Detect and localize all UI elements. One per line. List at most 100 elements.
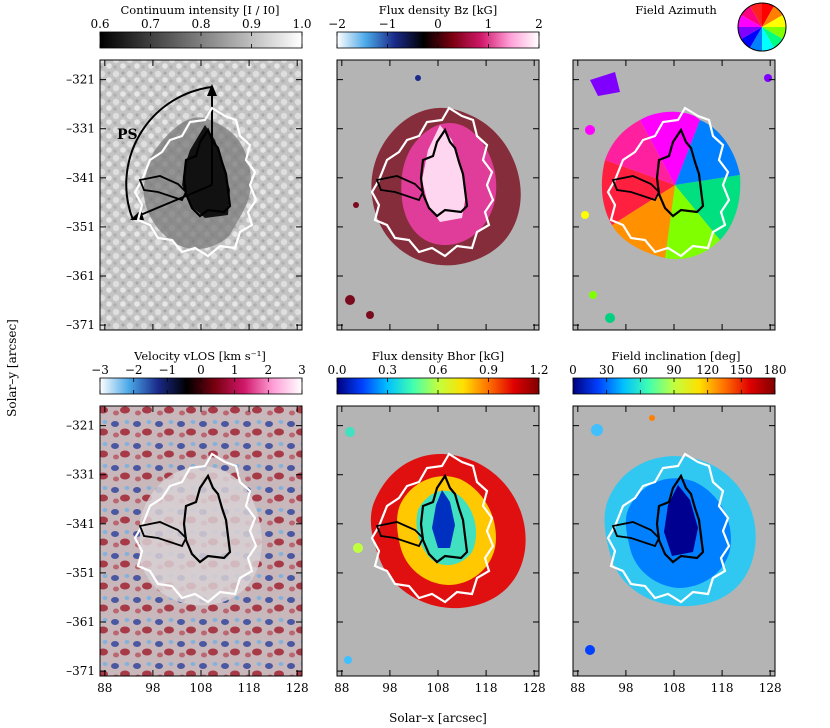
azimuth-patch	[581, 211, 589, 219]
umbra-contour	[182, 127, 232, 218]
umbra-contour	[655, 473, 705, 564]
colorbar-tick-label: 0.0	[327, 363, 346, 377]
y-tick-label: –331	[66, 122, 95, 136]
azimuth-wheel-sector	[741, 27, 762, 48]
colorbar-tick-label: 1.0	[292, 17, 311, 31]
x-tick-label: 118	[475, 681, 498, 695]
azimuth-wheel-sector	[750, 27, 762, 51]
panel-azimuth: Field Azimuth	[573, 2, 787, 330]
bhor-colorbar-ticks: 0.0 0.3 0.6 0.9 1.2	[327, 363, 549, 394]
azimuth-wheel-sector	[762, 15, 786, 27]
bhor-patch	[353, 543, 363, 553]
azimuth-patch	[585, 125, 595, 135]
azimuth-title: Field Azimuth	[635, 3, 717, 17]
y-tick-label: –371	[66, 318, 95, 332]
panel-axes: 88 98 108 118 128 –321 –331 –341 –351 –361 –371	[66, 405, 309, 695]
penumbra-contour	[133, 106, 258, 258]
y-tick-label: –351	[66, 566, 95, 580]
colorbar-tick-label: 0.8	[191, 17, 210, 31]
inclination-patch	[591, 424, 603, 436]
panel-axes	[572, 59, 776, 331]
x-tick-label: 98	[618, 681, 633, 695]
x-tick-label: 108	[427, 681, 450, 695]
y-axis-label: Solar–y [arcsec]	[5, 319, 19, 417]
velocity-spot	[140, 466, 262, 606]
colorbar-tick-label: 30	[599, 363, 614, 377]
colorbar-tick-label: 1	[231, 363, 239, 377]
colorbar-tick-label: −2	[125, 363, 143, 377]
azimuth-patch	[605, 313, 615, 323]
umbra-contour	[419, 127, 469, 218]
penumbra-contour	[606, 106, 731, 258]
y-tick-label: –371	[66, 664, 95, 678]
colorbar-tick-label: 0	[434, 17, 442, 31]
x-tick-label: 88	[570, 681, 585, 695]
umbra-contour	[375, 521, 425, 548]
inclination-core	[664, 485, 698, 556]
colorbar-tick-label: 0	[569, 363, 577, 377]
bz-spot	[345, 295, 355, 305]
azimuth-color-wheel-icon	[737, 2, 787, 52]
x-tick-label: 98	[145, 681, 160, 695]
y-tick-label: –351	[66, 220, 95, 234]
panel-axes: 88 98 108 118 128	[570, 405, 782, 695]
colorbar-tick-label: −3	[91, 363, 109, 377]
x-tick-label: 108	[190, 681, 213, 695]
azimuth-wheel-sector	[738, 15, 762, 27]
colorbar-tick-label: −2	[328, 17, 346, 31]
umbra-contour	[655, 127, 705, 218]
bhor-patch	[345, 427, 355, 437]
x-tick-label: 88	[334, 681, 349, 695]
penumbra-contour	[606, 452, 731, 604]
colorbar-tick-label: 2	[265, 363, 273, 377]
colorbar-tick-label: 60	[633, 363, 648, 377]
colorbar-tick-label: 0	[197, 363, 205, 377]
umbra-contour	[611, 521, 661, 548]
colorbar-tick-label: 2	[535, 17, 543, 31]
y-tick-label: –341	[66, 171, 95, 185]
colorbar-tick-label: 0.3	[378, 363, 397, 377]
colorbar-tick-label: 0.9	[479, 363, 498, 377]
panel-bhor: Flux density Bhor [kG] 0.0 0.3 0.6 0.9 1.2	[327, 349, 549, 676]
continuum-colorbar-ticks: 0.6 0.7 0.8 0.9 1.0	[90, 17, 312, 48]
panel-axes	[336, 59, 540, 331]
azimuth-wheel-sector	[750, 3, 762, 27]
x-tick-label: 128	[759, 681, 782, 695]
ps-arc	[125, 86, 213, 221]
ps-arrow-up-icon	[207, 84, 217, 96]
azimuth-patch	[589, 291, 597, 299]
x-tick-label: 128	[523, 681, 546, 695]
penumbra-contour	[133, 452, 258, 604]
panel-continuum: Continuum intensity [I / I0] 0.6 0.7 0.8 0.…	[90, 3, 312, 330]
azimuth-sector	[601, 160, 675, 225]
azimuth-sector	[675, 120, 740, 185]
umbra-contour	[138, 521, 188, 548]
x-tick-label: 88	[97, 681, 112, 695]
colorbar-tick-label: 0.6	[90, 17, 109, 31]
y-tick-label: –341	[66, 517, 95, 531]
x-tick-label: 118	[238, 681, 261, 695]
x-tick-label: 108	[663, 681, 686, 695]
azimuth-wheel-sector	[762, 27, 786, 39]
umbra-dark	[182, 125, 230, 218]
bhor-core	[432, 490, 455, 548]
azimuth-wheel-sector	[738, 27, 762, 39]
x-tick-label: 98	[382, 681, 397, 695]
bz-core	[422, 125, 466, 222]
bhor-patch	[344, 656, 352, 664]
panel-velocity: Velocity vLOS [km s⁻¹] −3 −2 −1 0 1 2 3	[91, 349, 306, 676]
bz-title: Flux density Bz [kG]	[379, 3, 497, 17]
bz-spot	[415, 75, 421, 81]
bz-spot	[366, 311, 374, 319]
azimuth-wheel-sector	[762, 3, 774, 27]
bz-colorbar-ticks: −2 −1 0 1 2	[328, 17, 543, 48]
panel-bz: Flux density Bz [kG] −2 −1 0 1 2	[328, 3, 543, 330]
velocity-title: Velocity vLOS [km s⁻¹]	[133, 349, 266, 363]
ps-axis-left	[137, 184, 213, 217]
y-tick-label: –321	[66, 419, 95, 433]
colorbar-tick-label: 0.9	[242, 17, 261, 31]
umbra-contour	[375, 175, 425, 202]
colorbar-tick-label: 120	[696, 363, 719, 377]
